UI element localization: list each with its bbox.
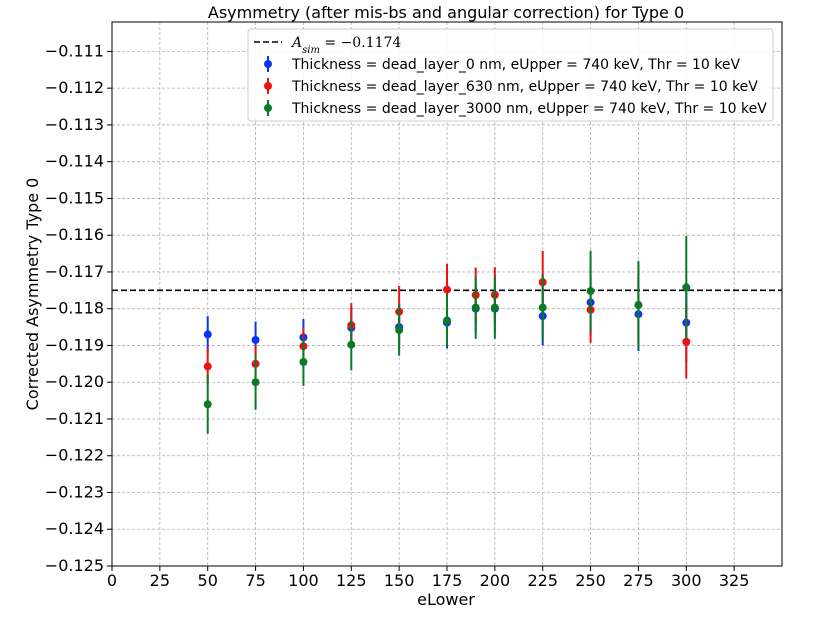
y-tick-label: −0.121 [45, 409, 104, 428]
data-point [443, 316, 451, 325]
y-tick-label: −0.120 [45, 372, 104, 391]
legend-entry-label: Thickness = dead_layer_0 nm, eUpper = 74… [291, 57, 740, 73]
x-tick-label: 75 [245, 571, 265, 590]
data-point [203, 362, 212, 371]
data-point [203, 330, 212, 339]
x-tick-label: 300 [671, 571, 702, 590]
legend-swatch-marker [264, 60, 272, 68]
y-tick-label: −0.111 [45, 41, 104, 60]
y-tick-label: −0.118 [45, 299, 104, 318]
y-tick-label: −0.112 [45, 78, 104, 97]
y-tick-label: −0.124 [45, 519, 104, 538]
data-point [251, 335, 260, 344]
data-point [443, 285, 451, 294]
data-point [682, 337, 691, 346]
legend-swatch-marker [264, 82, 272, 90]
x-tick-label: 225 [527, 571, 558, 590]
x-tick-label: 275 [623, 571, 654, 590]
data-point [251, 378, 260, 387]
data-point [586, 287, 595, 296]
legend-box [247, 28, 774, 122]
series-layer [203, 235, 691, 434]
data-point [347, 340, 356, 349]
chart-title: Asymmetry (after mis-bs and angular corr… [208, 3, 684, 22]
x-tick-label: 200 [480, 571, 511, 590]
y-tick-label: −0.114 [45, 152, 104, 171]
data-point [490, 303, 499, 312]
x-tick-label: 125 [336, 571, 367, 590]
y-tick-label: −0.125 [45, 556, 104, 575]
x-tick-label: 150 [384, 571, 415, 590]
x-tick-label: 325 [719, 571, 750, 590]
y-tick-label: −0.115 [45, 188, 104, 207]
y-axis-label: Corrected Asymmetry Type 0 [23, 178, 42, 411]
legend-entry-label: Thickness = dead_layer_3000 nm, eUpper =… [291, 101, 767, 117]
y-tick-label: −0.123 [45, 482, 104, 501]
data-point [395, 326, 404, 335]
legend-entry-label: Thickness = dead_layer_630 nm, eUpper = … [291, 79, 758, 95]
x-tick-label: 250 [575, 571, 606, 590]
series-2 [203, 235, 691, 434]
y-tick-label: −0.117 [45, 262, 104, 281]
data-point [634, 301, 643, 310]
x-tick-label: 50 [198, 571, 218, 590]
x-axis-label: eLower [417, 590, 475, 609]
x-tick-label: 0 [107, 571, 117, 590]
y-axis-ticks: −0.125 −0.124 −0.123 −0.122 −0.121 −0.120 −0.1… [45, 41, 112, 575]
data-point [471, 303, 480, 312]
data-point [682, 283, 691, 292]
y-tick-label: −0.122 [45, 446, 104, 465]
data-point [203, 400, 212, 409]
data-point [538, 303, 547, 312]
x-tick-label: 25 [150, 571, 170, 590]
x-tick-label: 175 [432, 571, 463, 590]
y-tick-label: −0.119 [45, 335, 104, 354]
data-point [299, 358, 308, 366]
y-tick-label: −0.116 [45, 225, 104, 244]
legend-swatch-marker [264, 104, 272, 112]
x-tick-label: 100 [288, 571, 319, 590]
x-axis-ticks: 0 25 50 75 100 125 150 175 200 225 250 275 300 325 [107, 566, 750, 590]
y-tick-label: −0.113 [45, 115, 104, 134]
legend-asim-label: Asim = −0.1174 [290, 35, 401, 56]
